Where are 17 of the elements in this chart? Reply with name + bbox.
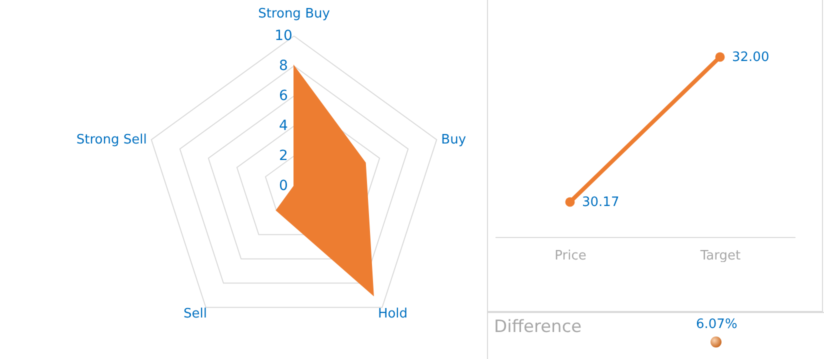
y-tick-label: 10	[274, 28, 292, 44]
y-tick-label: 4	[279, 118, 288, 134]
y-tick-label: 0	[279, 178, 288, 194]
spoke-label: Strong Sell	[76, 132, 147, 148]
x-tick-label: Target	[699, 248, 741, 264]
data-label: 32.00	[732, 50, 770, 65]
data-label: 30.17	[582, 195, 620, 210]
y-tick-label: 8	[279, 58, 288, 74]
x-tick-label: Price	[554, 248, 586, 264]
spoke-label: Sell	[184, 306, 207, 322]
spoke-label: Strong Buy	[258, 6, 330, 22]
text: Difference	[494, 317, 582, 337]
y-tick-label: 6	[279, 88, 288, 104]
spoke-label: Hold	[378, 306, 408, 322]
text: 6.07%	[696, 317, 738, 332]
y-tick-label: 2	[279, 148, 288, 164]
spoke-label: Buy	[441, 132, 466, 148]
